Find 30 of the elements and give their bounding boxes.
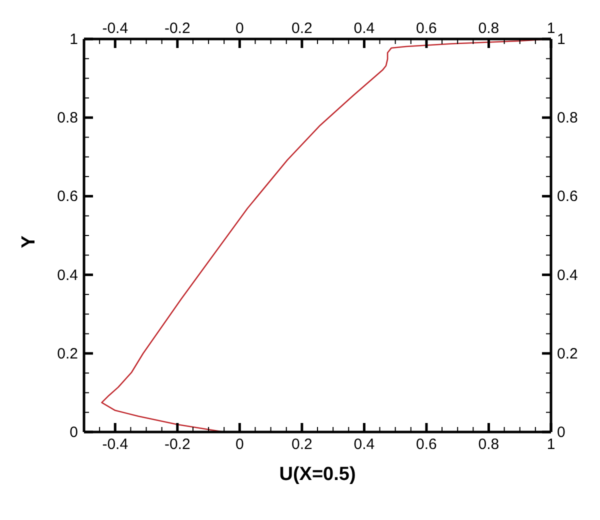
x-tick-label: 1 bbox=[546, 20, 556, 37]
x-tick-label: 0.8 bbox=[478, 20, 500, 37]
y2-tick-label: 0.2 bbox=[557, 345, 578, 362]
x-tick-label: 0.4 bbox=[354, 20, 375, 37]
y-tick-label: 0.8 bbox=[57, 110, 78, 127]
y2-tick-label: 0.8 bbox=[557, 110, 578, 127]
x2-tick-label: -0.2 bbox=[164, 436, 190, 453]
x2-tick-label: 0.8 bbox=[478, 436, 500, 453]
x2-tick-label: 0.6 bbox=[416, 436, 437, 453]
y2-tick-label: 1 bbox=[557, 31, 566, 48]
x2-tick-label: 0.2 bbox=[292, 436, 312, 453]
y2-tick-label: 0.4 bbox=[557, 266, 578, 284]
x2-tick-label: 0 bbox=[235, 436, 244, 453]
y-tick-label: 0 bbox=[70, 424, 78, 441]
x2-tick-label: 1 bbox=[546, 436, 556, 453]
y-tick-label: 1 bbox=[70, 31, 78, 48]
y2-tick-label: 0.6 bbox=[557, 188, 578, 206]
x-axis-title: U(X=0.5) bbox=[279, 464, 356, 485]
y-axis-title: Y bbox=[18, 235, 40, 248]
x-tick-label: 0.6 bbox=[416, 20, 437, 37]
y-tick-label: 0.6 bbox=[57, 188, 78, 206]
x2-tick-label: 0.4 bbox=[354, 436, 375, 453]
x-tick-label: -0.4 bbox=[102, 20, 128, 37]
y2-tick-label: 0 bbox=[557, 424, 566, 441]
x2-tick-label: -0.4 bbox=[102, 436, 128, 453]
x-tick-label: -0.2 bbox=[164, 20, 190, 37]
x-tick-label: 0.2 bbox=[292, 20, 312, 37]
y-tick-label: 0.4 bbox=[57, 266, 78, 284]
x-tick-label: 0 bbox=[235, 20, 244, 37]
y-tick-label: 0.2 bbox=[57, 345, 78, 362]
